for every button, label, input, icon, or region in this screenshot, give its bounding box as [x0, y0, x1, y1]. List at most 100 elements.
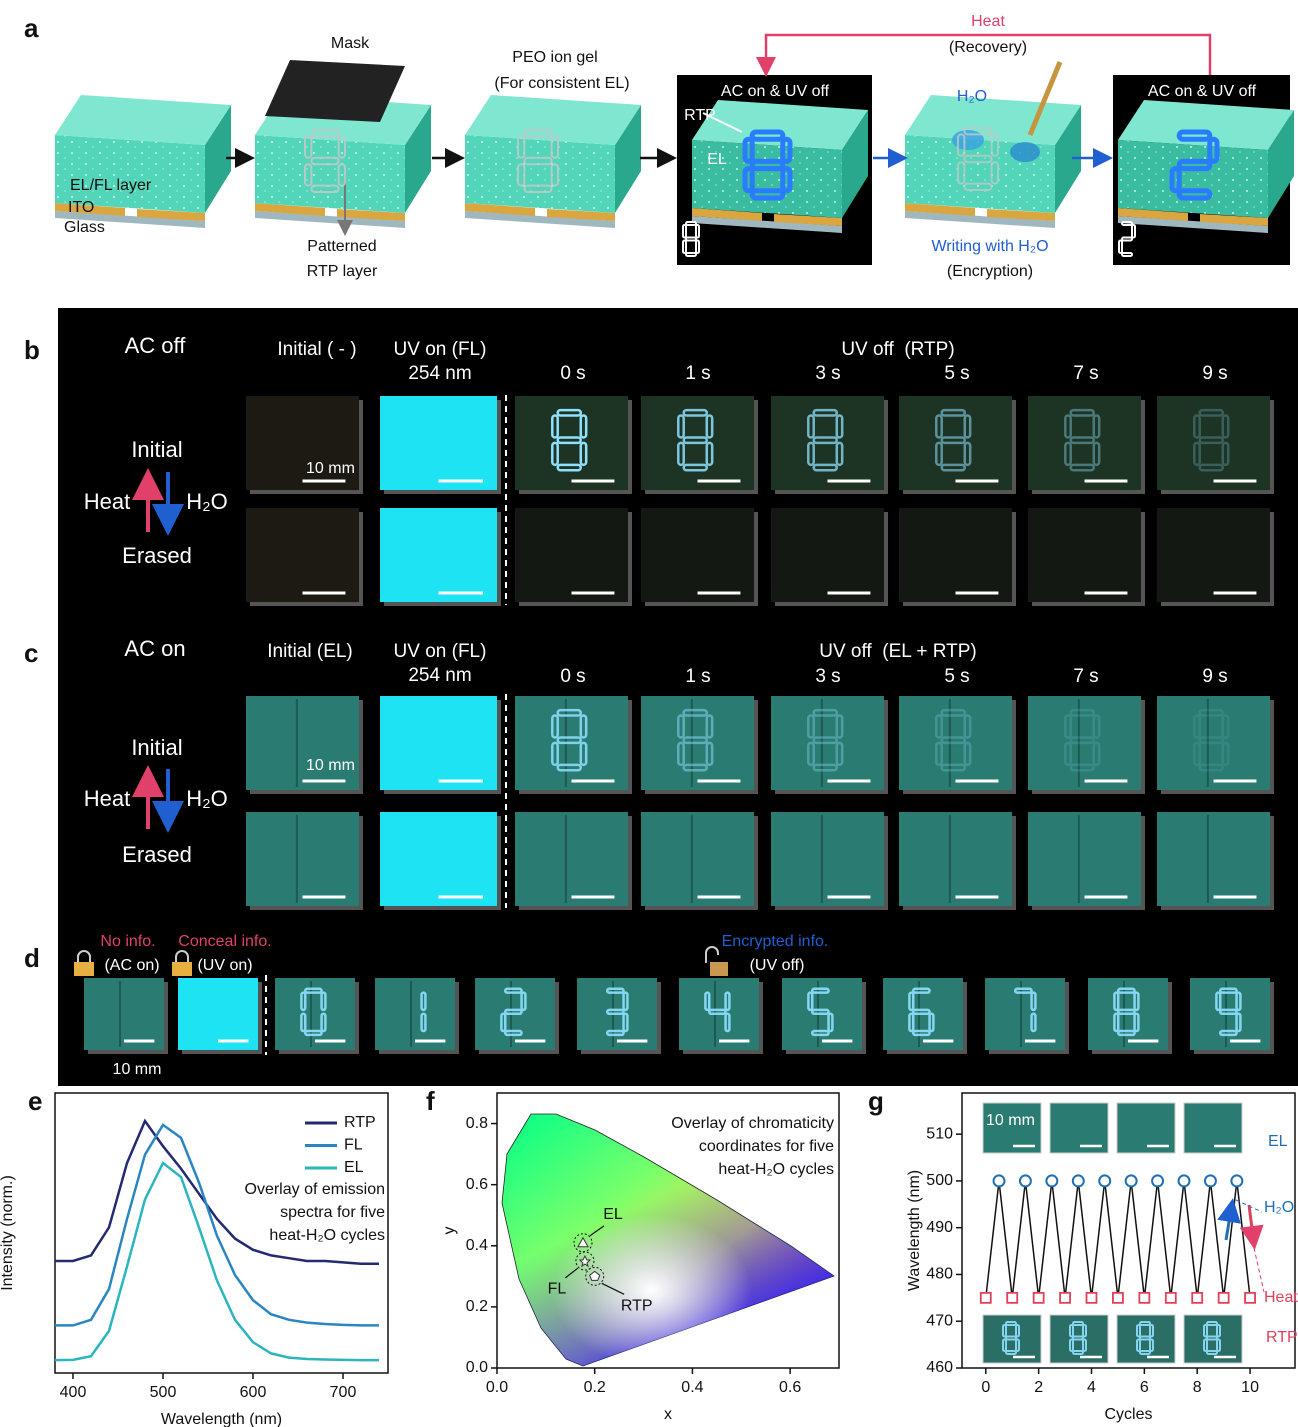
marker	[1087, 1293, 1097, 1303]
label: (UV off)	[750, 957, 805, 974]
time-label: 5 s	[944, 363, 969, 384]
marker	[1152, 1175, 1163, 1186]
time-label: 5 s	[944, 666, 969, 687]
state: H₂O	[186, 489, 228, 514]
condition: AC on	[124, 636, 185, 661]
x-tick-label: 0.2	[584, 1379, 606, 1396]
y-tick-label: 500	[926, 1172, 953, 1189]
label: RTP layer	[307, 263, 378, 280]
y-tick-label: 460	[926, 1359, 953, 1376]
annotation: Overlay of chromaticity	[671, 1115, 834, 1132]
time-label: 9 s	[1202, 666, 1227, 687]
y-tick-label: 0.8	[466, 1115, 488, 1132]
annotation: H₂O	[1264, 1199, 1294, 1216]
column-header: UV off (RTP)	[841, 339, 954, 360]
point-label: RTP	[621, 1298, 653, 1315]
column-header: Initial (EL)	[267, 641, 353, 662]
figure: a Mask PEO ion gel (For consistent EL) E…	[0, 0, 1298, 1427]
time-label: 1 s	[685, 666, 710, 687]
legend-label: RTP	[344, 1114, 376, 1131]
marker	[1192, 1293, 1202, 1303]
label: ITO	[68, 199, 94, 216]
droplet	[1010, 142, 1040, 162]
photo-tile	[1157, 812, 1270, 906]
lock	[172, 962, 192, 976]
legend-label: EL	[344, 1159, 364, 1176]
y-tick-label: 480	[926, 1266, 953, 1283]
cycle-arrow	[1249, 1205, 1254, 1244]
marker	[1113, 1293, 1123, 1303]
marker	[981, 1293, 991, 1303]
time-label: 3 s	[815, 363, 840, 384]
state: Erased	[122, 842, 192, 867]
x-axis-title: Wavelength (nm)	[161, 1411, 282, 1427]
photo-tile	[380, 508, 497, 602]
marker	[1073, 1175, 1084, 1186]
photo-tile	[899, 812, 1012, 906]
marker	[1231, 1175, 1242, 1186]
label: Patterned	[307, 238, 376, 255]
y-tick-label: 0.4	[466, 1237, 488, 1254]
x-tick-label: 0.4	[681, 1379, 703, 1396]
photo-tile	[1028, 812, 1141, 906]
scale-label: 10 mm	[986, 1112, 1035, 1129]
annotation: heat-H₂O cycles	[718, 1161, 834, 1178]
time-label: 7 s	[1073, 666, 1098, 687]
state: Initial	[131, 437, 182, 462]
state: Heat	[84, 786, 130, 811]
label: Heat	[971, 13, 1005, 30]
guide	[1254, 1248, 1264, 1292]
y-tick-label: 0.2	[466, 1298, 488, 1315]
y-axis-title: y	[441, 1227, 458, 1235]
state: Erased	[122, 543, 192, 568]
label: Glass	[64, 219, 105, 236]
label: Conceal info.	[178, 933, 271, 950]
label: (UV on)	[197, 957, 252, 974]
series-label: RTP	[1266, 1329, 1298, 1346]
label: (Recovery)	[949, 39, 1027, 56]
photo-tile	[375, 978, 455, 1050]
cycle-line	[986, 1181, 1250, 1298]
label: (Encryption)	[947, 263, 1033, 280]
time-label: 7 s	[1073, 363, 1098, 384]
device	[465, 95, 641, 228]
marker	[1034, 1293, 1044, 1303]
x-tick-label: 6	[1140, 1379, 1149, 1396]
y-tick-label: 470	[926, 1312, 953, 1329]
state: H₂O	[186, 786, 228, 811]
label: Mask	[331, 35, 370, 52]
annotation: coordinates for five	[699, 1138, 834, 1155]
marker	[1007, 1293, 1017, 1303]
label: H₂O	[957, 88, 987, 105]
marker	[1166, 1293, 1176, 1303]
label: PEO ion gel	[512, 49, 597, 66]
x-tick-label: 4	[1087, 1379, 1096, 1396]
x-tick-label: 700	[330, 1384, 357, 1401]
label: EL/FL layer	[70, 177, 152, 194]
photo-tile	[515, 508, 628, 602]
time-label: 3 s	[815, 666, 840, 687]
marker	[1139, 1293, 1149, 1303]
marker	[994, 1175, 1005, 1186]
label: RTP	[684, 107, 716, 124]
scale-label: 10 mm	[306, 757, 355, 774]
y-tick-label: 0.0	[466, 1359, 488, 1376]
annotation: Overlay of emission	[245, 1181, 386, 1198]
photo-tile	[641, 508, 754, 602]
y-tick-label: 0.6	[466, 1176, 488, 1193]
x-axis-title: x	[664, 1406, 672, 1423]
photo-tile	[771, 508, 884, 602]
time-label: 9 s	[1202, 363, 1227, 384]
label: Writing with H₂O	[931, 238, 1048, 255]
photo-tile	[641, 812, 754, 906]
photo-tile	[1028, 508, 1141, 602]
photo-tile	[246, 812, 359, 906]
panel-letter: b	[24, 335, 40, 365]
panel-letter: f	[426, 1086, 435, 1116]
mask	[265, 60, 405, 122]
marker	[1205, 1175, 1216, 1186]
series-label: EL	[1268, 1133, 1288, 1150]
device	[905, 95, 1081, 228]
panel-a: a Mask PEO ion gel (For consistent EL) E…	[24, 13, 1294, 280]
scale-label: 10 mm	[113, 1061, 162, 1078]
